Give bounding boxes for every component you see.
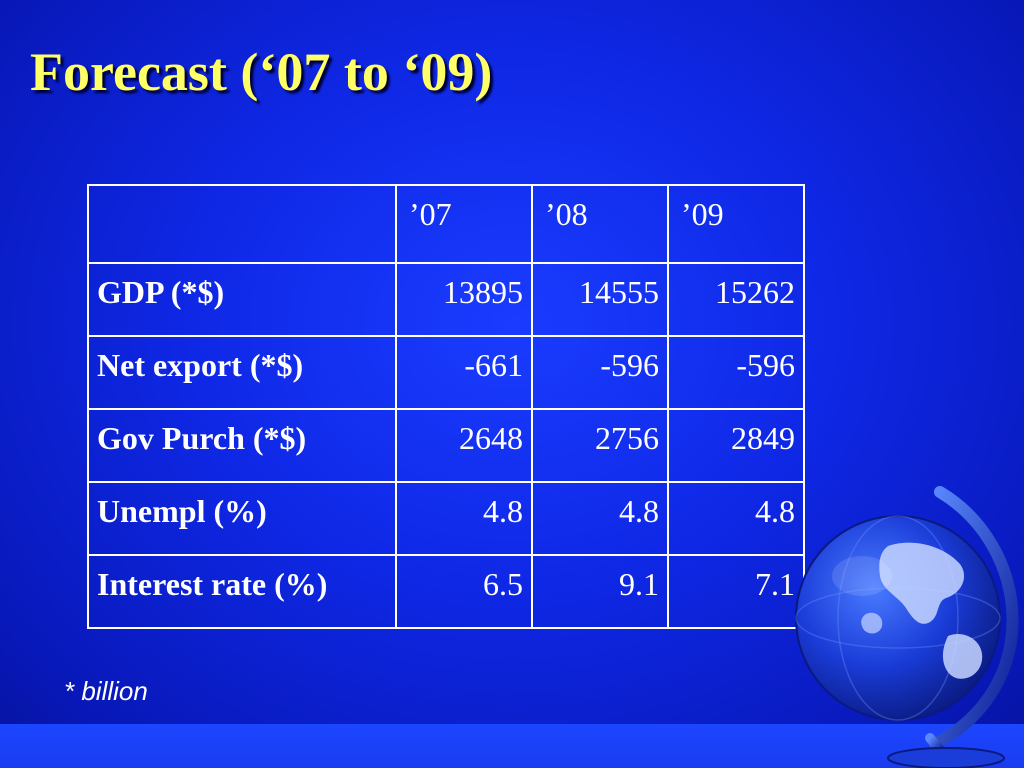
table-row-net-export: Net export (*$) -661 -596 -596 [87,335,805,410]
table-row-unempl: Unempl (%) 4.8 4.8 4.8 [87,481,805,556]
table-row-interest-rate: Interest rate (%) 6.5 9.1 7.1 [87,554,805,629]
cell-value: 9.1 [531,554,669,629]
cell-value: 4.8 [531,481,669,556]
row-label: Interest rate (%) [87,554,397,629]
globe-icon [795,486,1019,768]
cell-value: -596 [667,335,805,410]
cell-value: 13895 [395,262,533,337]
table-header-2008: ’08 [531,184,669,264]
row-label: Unempl (%) [87,481,397,556]
table-row-gov-purch: Gov Purch (*$) 2648 2756 2849 [87,408,805,483]
bottom-band [0,724,1024,768]
cell-value: 6.5 [395,554,533,629]
cell-value: -661 [395,335,533,410]
table-header-2009: ’09 [667,184,805,264]
cell-value: 7.1 [667,554,805,629]
cell-value: 4.8 [395,481,533,556]
table-row-gdp: GDP (*$) 13895 14555 15262 [87,262,805,337]
slide-title: Forecast (‘07 to ‘09) [30,42,493,102]
cell-value: 2648 [395,408,533,483]
cell-value: 2756 [531,408,669,483]
row-label: GDP (*$) [87,262,397,337]
cell-value: 4.8 [667,481,805,556]
forecast-table: ’07 ’08 ’09 GDP (*$) 13895 14555 15262 N… [87,184,805,629]
cell-value: 15262 [667,262,805,337]
cell-value: -596 [531,335,669,410]
table-header-row: ’07 ’08 ’09 [87,184,805,264]
footnote: * billion [64,676,148,706]
cell-value: 2849 [667,408,805,483]
row-label: Net export (*$) [87,335,397,410]
table-header-corner [87,184,397,264]
row-label: Gov Purch (*$) [87,408,397,483]
table-header-2007: ’07 [395,184,533,264]
cell-value: 14555 [531,262,669,337]
